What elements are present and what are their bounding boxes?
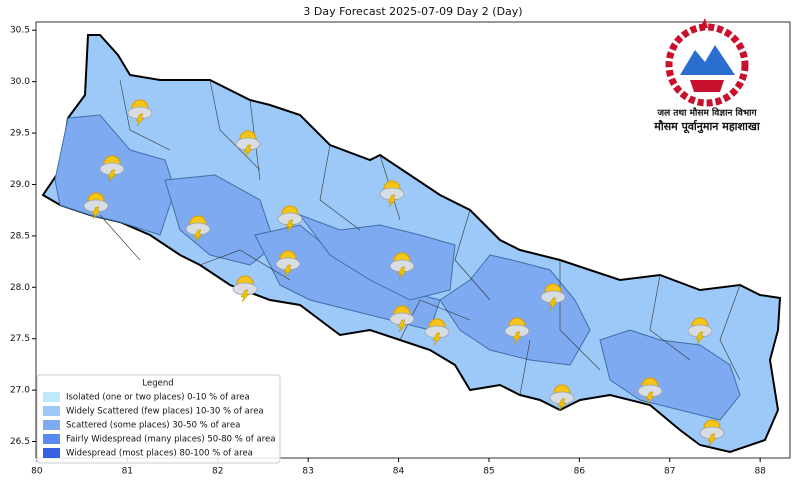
legend-swatch (43, 420, 60, 430)
logo-banner (690, 80, 724, 92)
y-tick-label: 30.5 (10, 26, 30, 36)
legend-swatch (43, 448, 60, 458)
x-tick-label: 84 (393, 467, 405, 477)
logo-ring (665, 23, 749, 107)
axes: 80 81 82 83 84 85 86 87 88 26.5 27.0 27.5 28.0 28.5 29… (10, 26, 766, 477)
y-tick-label: 29.0 (10, 180, 30, 190)
x-tick-label: 82 (212, 467, 223, 477)
plot-frame (35, 21, 791, 459)
legend-swatch (43, 392, 60, 402)
y-tick-label: 30.0 (10, 77, 30, 87)
y-tick-label: 28.5 (10, 231, 30, 241)
logo-line2: मौसम पूर्वानुमान महाशाखा (653, 119, 761, 134)
y-tick-label: 28.0 (10, 283, 30, 293)
x-tick-label: 88 (754, 467, 766, 477)
legend: Legend Isolated (one or two places) 0-10… (36, 374, 281, 464)
legend-label: Widespread (most places) 80-100 % of are… (66, 449, 253, 459)
x-tick-label: 81 (122, 467, 133, 477)
logo-line1: जल तथा मौसम विज्ञान विभाग (656, 107, 757, 119)
legend-swatch (43, 406, 60, 416)
legend-label: Widely Scattered (few places) 10-30 % of… (66, 407, 264, 417)
plot-area (41, 34, 782, 454)
y-tick-label: 29.5 (10, 129, 30, 139)
y-tick-label: 26.5 (10, 437, 30, 447)
legend-label: Isolated (one or two places) 0-10 % of a… (66, 393, 250, 403)
logo: जल तथा मौसम विज्ञान विभाग मौसम पूर्वानुम… (653, 18, 761, 134)
x-tick-label: 87 (664, 467, 675, 477)
legend-swatch (43, 434, 60, 444)
legend-label: Fairly Widespread (many places) 50-80 % … (66, 435, 275, 445)
logo-flag (700, 18, 708, 28)
x-tick-label: 85 (483, 467, 494, 477)
legend-label: Scattered (some places) 30-50 % of area (66, 421, 240, 431)
legend-title: Legend (142, 379, 173, 389)
legend-box (36, 374, 281, 464)
x-tick-label: 80 (31, 467, 43, 477)
y-tick-label: 27.0 (10, 386, 30, 396)
y-tick-label: 27.5 (10, 334, 30, 344)
x-tick-label: 86 (574, 467, 586, 477)
x-tick-label: 83 (302, 467, 313, 477)
map-title: 3 Day Forecast 2025-07-09 Day 2 (Day) (303, 5, 522, 18)
logo-mountains (680, 45, 735, 75)
